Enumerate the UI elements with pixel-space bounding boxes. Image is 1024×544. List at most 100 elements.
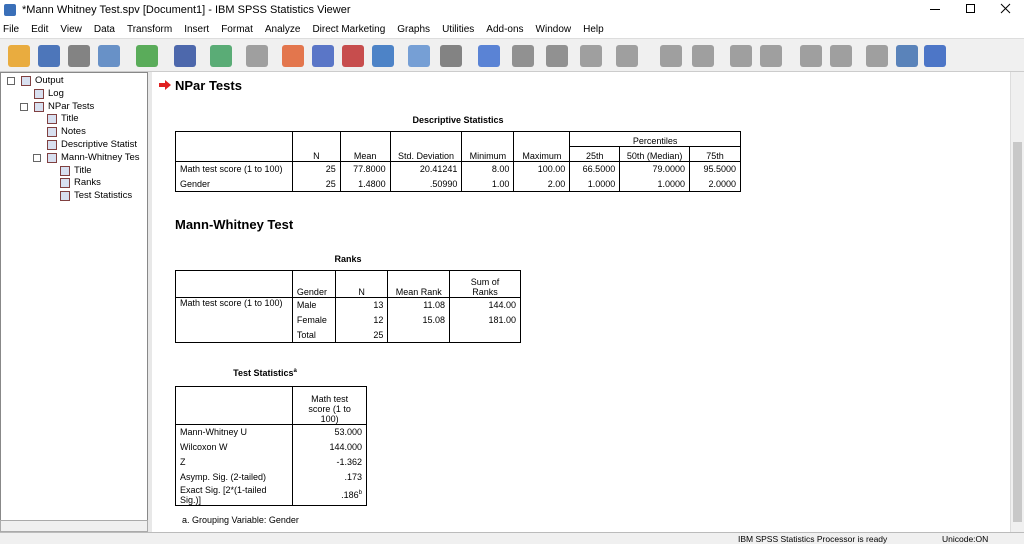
- toolbar-button[interactable]: [896, 45, 918, 67]
- menu-item[interactable]: Transform: [126, 23, 173, 35]
- column-header: Gender: [291, 270, 336, 298]
- column-header: Math test score (1 to 100): [292, 386, 367, 425]
- toolbar-button[interactable]: [440, 45, 462, 67]
- value: .173: [344, 472, 362, 482]
- toolbar-button[interactable]: [282, 45, 304, 67]
- data-row: Math test score (1 to 100) Male 13 11.08 144…: [175, 297, 521, 343]
- scroll-thumb[interactable]: [1013, 142, 1022, 522]
- horizontal-scrollbar[interactable]: [0, 520, 148, 532]
- toolbar-button[interactable]: [312, 45, 334, 67]
- tree-icon: [47, 152, 57, 163]
- menu-item[interactable]: Graphs: [397, 23, 431, 35]
- data-row: Female 12 15.08 181.00: [176, 312, 521, 328]
- toolbar-button[interactable]: [760, 45, 782, 67]
- table-title: Ranks: [334, 254, 362, 264]
- toolbar-button[interactable]: [38, 45, 60, 67]
- toolbar-button[interactable]: [580, 45, 602, 67]
- toolbar-button[interactable]: [174, 45, 196, 67]
- menu-item[interactable]: Utilities: [442, 23, 475, 35]
- minimize-button[interactable]: [930, 9, 940, 10]
- tree-item[interactable]: Descriptive Statist: [61, 139, 138, 150]
- toolbar-button[interactable]: [730, 45, 752, 67]
- close-button[interactable]: [1000, 3, 1011, 14]
- data-row: Gender 25 1.4800.50990 1.00 2.00 1.0000 1.0000…: [175, 176, 741, 192]
- current-arrow: [159, 80, 171, 90]
- toolbar-button[interactable]: [210, 45, 232, 67]
- column-header: 25th: [569, 146, 621, 162]
- tree-item[interactable]: Notes: [61, 126, 86, 138]
- toolbar-button[interactable]: [8, 45, 30, 67]
- tree-icon: [34, 88, 44, 99]
- tree-item[interactable]: Test Statistics: [74, 190, 133, 202]
- expander[interactable]: [20, 102, 28, 111]
- row-label: Exact Sig. [2*(1-tailed Sig.)]: [174, 484, 294, 505]
- toolbar-button[interactable]: [512, 45, 534, 67]
- tree-item[interactable]: Output: [35, 75, 64, 86]
- data-row: Z -1.362: [174, 454, 367, 470]
- menu-item[interactable]: Data: [93, 23, 115, 35]
- tree-icon: [60, 178, 70, 189]
- toolbar-button[interactable]: [924, 45, 946, 67]
- cell: 1.4800: [339, 176, 391, 192]
- toolbar: [0, 38, 1024, 72]
- menu-item[interactable]: View: [60, 23, 82, 35]
- tree-icon: [47, 127, 57, 138]
- test-statistics-table: Math test score (1 to 100) Mann-Whitney U…: [174, 386, 367, 506]
- toolbar-button[interactable]: [342, 45, 364, 67]
- toolbar-button[interactable]: [830, 45, 852, 67]
- tree-icon: [47, 114, 57, 125]
- toolbar-button[interactable]: [68, 45, 90, 67]
- cell: 181.00: [449, 312, 521, 328]
- menu-item[interactable]: Direct Marketing: [312, 23, 386, 35]
- tree-item[interactable]: Ranks: [74, 177, 101, 189]
- app-icon: [4, 4, 16, 16]
- toolbar-button[interactable]: [372, 45, 394, 67]
- toolbar-button[interactable]: [408, 45, 430, 67]
- column-header: 75th: [689, 146, 741, 162]
- section-heading: Mann-Whitney Test: [175, 217, 294, 232]
- toolbar-button[interactable]: [800, 45, 822, 67]
- tree-icon: [34, 101, 44, 112]
- vertical-scrollbar[interactable]: [1010, 72, 1024, 532]
- tree-icon: [21, 76, 31, 86]
- toolbar-button[interactable]: [136, 45, 158, 67]
- splitter[interactable]: [148, 72, 152, 532]
- expander[interactable]: [7, 77, 15, 85]
- tree-item[interactable]: NPar Tests: [48, 100, 95, 112]
- toolbar-button[interactable]: [478, 45, 500, 67]
- menu-item[interactable]: Edit: [31, 23, 49, 35]
- toolbar-button[interactable]: [98, 45, 120, 67]
- menu-item[interactable]: Help: [583, 23, 604, 35]
- row-label: Asymp. Sig. (2-tailed): [174, 469, 294, 485]
- menu-item[interactable]: Add-ons: [486, 23, 524, 35]
- window-title: *Mann Whitney Test.spv [Document1] - IBM…: [22, 4, 351, 16]
- tree-item[interactable]: Log: [48, 87, 64, 99]
- menu-item[interactable]: Window: [535, 23, 572, 35]
- menu-item[interactable]: File: [3, 23, 20, 35]
- title-note: a: [293, 368, 297, 374]
- data-row: Total 25: [176, 327, 521, 343]
- maximize-button[interactable]: [966, 4, 975, 13]
- header-cell: [175, 270, 293, 298]
- column-header: N: [334, 270, 389, 298]
- cell: 25: [291, 161, 341, 177]
- toolbar-button[interactable]: [692, 45, 714, 67]
- group-label: Male: [291, 297, 336, 313]
- tree-item[interactable]: Mann-Whitney Tes: [61, 151, 140, 163]
- toolbar-button[interactable]: [660, 45, 682, 67]
- toolbar-button[interactable]: [546, 45, 568, 67]
- tree-item[interactable]: Title: [61, 113, 79, 125]
- cell: 25: [334, 327, 389, 343]
- menu-item[interactable]: Analyze: [264, 23, 301, 35]
- row-label: Gender: [175, 176, 293, 192]
- tree-item[interactable]: Title: [74, 164, 92, 176]
- header-row: 25th 50th (Median) 75th: [176, 146, 741, 162]
- cell: 1.00: [461, 176, 515, 192]
- toolbar-button[interactable]: [616, 45, 638, 67]
- menu-item[interactable]: Format: [221, 23, 253, 35]
- data-row: Wilcoxon W 144.000: [174, 439, 367, 455]
- toolbar-button[interactable]: [866, 45, 888, 67]
- expander[interactable]: [33, 153, 41, 162]
- toolbar-button[interactable]: [246, 45, 268, 67]
- menu-item[interactable]: Insert: [184, 23, 210, 35]
